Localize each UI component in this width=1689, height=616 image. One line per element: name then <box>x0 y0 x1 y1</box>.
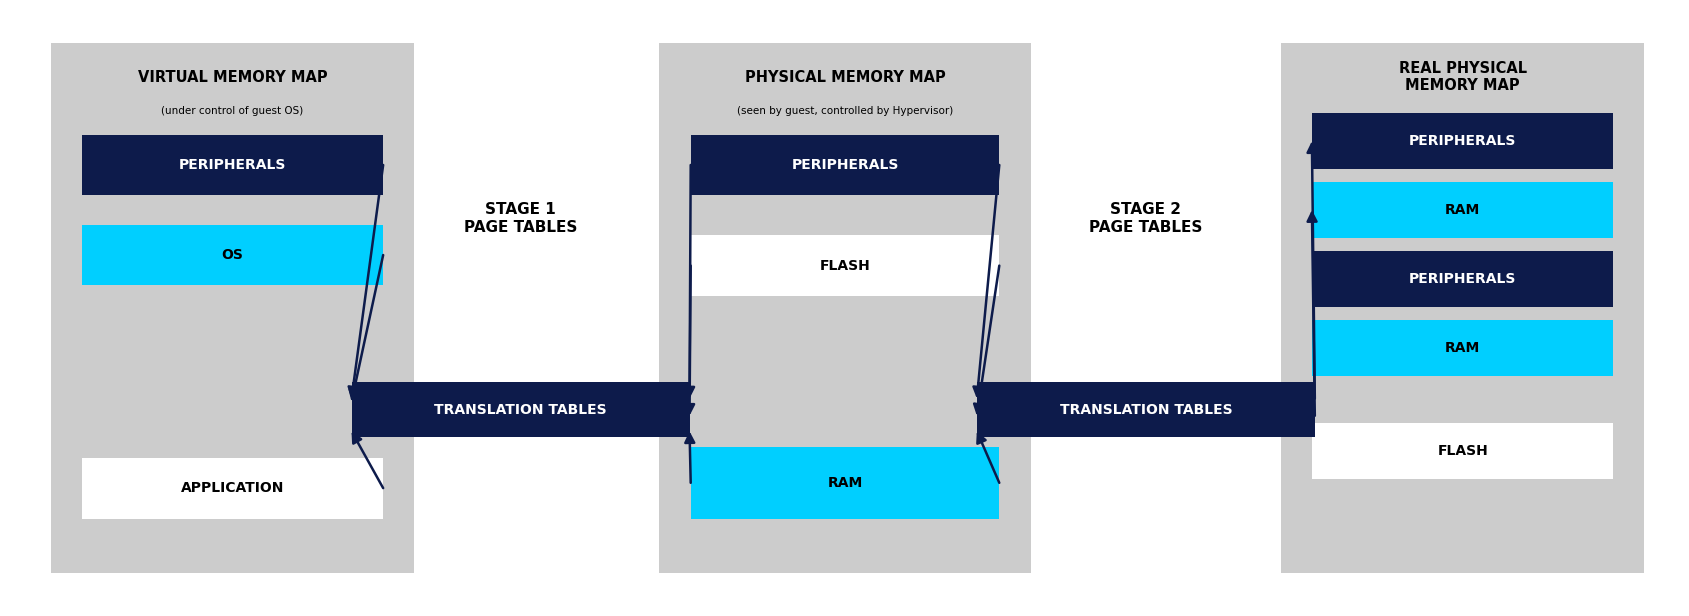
FancyBboxPatch shape <box>976 382 1314 437</box>
FancyBboxPatch shape <box>1311 320 1613 376</box>
Text: (seen by guest, controlled by Hypervisor): (seen by guest, controlled by Hypervisor… <box>736 106 953 116</box>
FancyBboxPatch shape <box>351 382 689 437</box>
FancyBboxPatch shape <box>81 225 383 285</box>
Text: RAM: RAM <box>1444 341 1480 355</box>
FancyBboxPatch shape <box>691 235 998 296</box>
Text: RAM: RAM <box>828 476 861 490</box>
Text: APPLICATION: APPLICATION <box>181 481 284 495</box>
Text: PERIPHERALS: PERIPHERALS <box>179 158 285 172</box>
Text: FLASH: FLASH <box>1436 444 1488 458</box>
Text: (under control of guest OS): (under control of guest OS) <box>160 106 304 116</box>
Text: OS: OS <box>221 248 243 262</box>
Text: RAM: RAM <box>1444 203 1480 217</box>
FancyBboxPatch shape <box>1280 43 1643 573</box>
FancyBboxPatch shape <box>1311 251 1613 307</box>
FancyBboxPatch shape <box>1311 113 1613 169</box>
FancyBboxPatch shape <box>691 447 998 519</box>
Text: PERIPHERALS: PERIPHERALS <box>1409 272 1515 286</box>
Text: REAL PHYSICAL
MEMORY MAP: REAL PHYSICAL MEMORY MAP <box>1398 61 1525 93</box>
Text: TRANSLATION TABLES: TRANSLATION TABLES <box>1059 403 1231 416</box>
FancyBboxPatch shape <box>51 43 414 573</box>
FancyBboxPatch shape <box>1311 423 1613 479</box>
Text: PERIPHERALS: PERIPHERALS <box>1409 134 1515 148</box>
Text: STAGE 2
PAGE TABLES: STAGE 2 PAGE TABLES <box>1088 203 1203 235</box>
FancyBboxPatch shape <box>81 458 383 519</box>
FancyBboxPatch shape <box>691 134 998 195</box>
FancyBboxPatch shape <box>1311 182 1613 238</box>
Text: FLASH: FLASH <box>819 259 870 273</box>
Text: VIRTUAL MEMORY MAP: VIRTUAL MEMORY MAP <box>137 70 328 84</box>
Text: STAGE 1
PAGE TABLES: STAGE 1 PAGE TABLES <box>463 203 578 235</box>
Text: TRANSLATION TABLES: TRANSLATION TABLES <box>434 403 606 416</box>
FancyBboxPatch shape <box>659 43 1030 573</box>
Text: PHYSICAL MEMORY MAP: PHYSICAL MEMORY MAP <box>745 70 944 84</box>
Text: PERIPHERALS: PERIPHERALS <box>790 158 899 172</box>
FancyBboxPatch shape <box>81 134 383 195</box>
